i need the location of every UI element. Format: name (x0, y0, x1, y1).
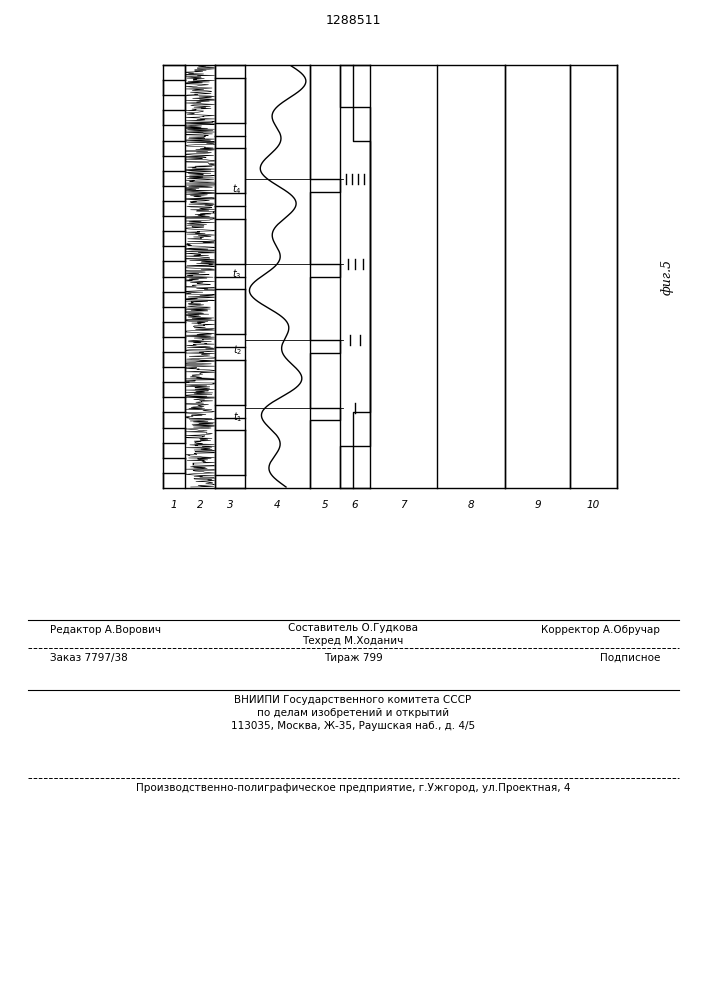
Text: Составитель О.Гудкова: Составитель О.Гудкова (288, 623, 418, 633)
Text: 3: 3 (227, 500, 233, 510)
Text: Производственно-полиграфическое предприятие, г.Ужгород, ул.Проектная, 4: Производственно-полиграфическое предприя… (136, 783, 571, 793)
Text: Редактор А.Ворович: Редактор А.Ворович (50, 625, 161, 635)
Text: ВНИИПИ Государственного комитета СССР: ВНИИПИ Государственного комитета СССР (235, 695, 472, 705)
Text: Тираж 799: Тираж 799 (324, 653, 382, 663)
Text: 6: 6 (351, 500, 358, 510)
Text: по делам изобретений и открытий: по делам изобретений и открытий (257, 708, 449, 718)
Text: 10: 10 (587, 500, 600, 510)
Text: 5: 5 (322, 500, 328, 510)
Text: Заказ 7797/38: Заказ 7797/38 (50, 653, 128, 663)
Text: 1: 1 (170, 500, 177, 510)
Text: Техред М.Ходанич: Техред М.Ходанич (303, 636, 404, 646)
Text: 8: 8 (468, 500, 474, 510)
Text: Корректор А.Обручар: Корректор А.Обручар (541, 625, 660, 635)
Text: Подписное: Подписное (600, 653, 660, 663)
Text: 4: 4 (274, 500, 281, 510)
Text: $t_3$: $t_3$ (233, 267, 242, 281)
Text: 9: 9 (534, 500, 541, 510)
Text: 2: 2 (197, 500, 204, 510)
Text: фиг.5: фиг.5 (660, 258, 674, 295)
Text: 113035, Москва, Ж-35, Раушская наб., д. 4/5: 113035, Москва, Ж-35, Раушская наб., д. … (231, 721, 475, 731)
Text: $t_2$: $t_2$ (233, 343, 242, 357)
Text: 1288511: 1288511 (325, 13, 381, 26)
Text: $t_1$: $t_1$ (233, 411, 242, 424)
Text: $t_4$: $t_4$ (232, 182, 242, 196)
Text: 7: 7 (400, 500, 407, 510)
